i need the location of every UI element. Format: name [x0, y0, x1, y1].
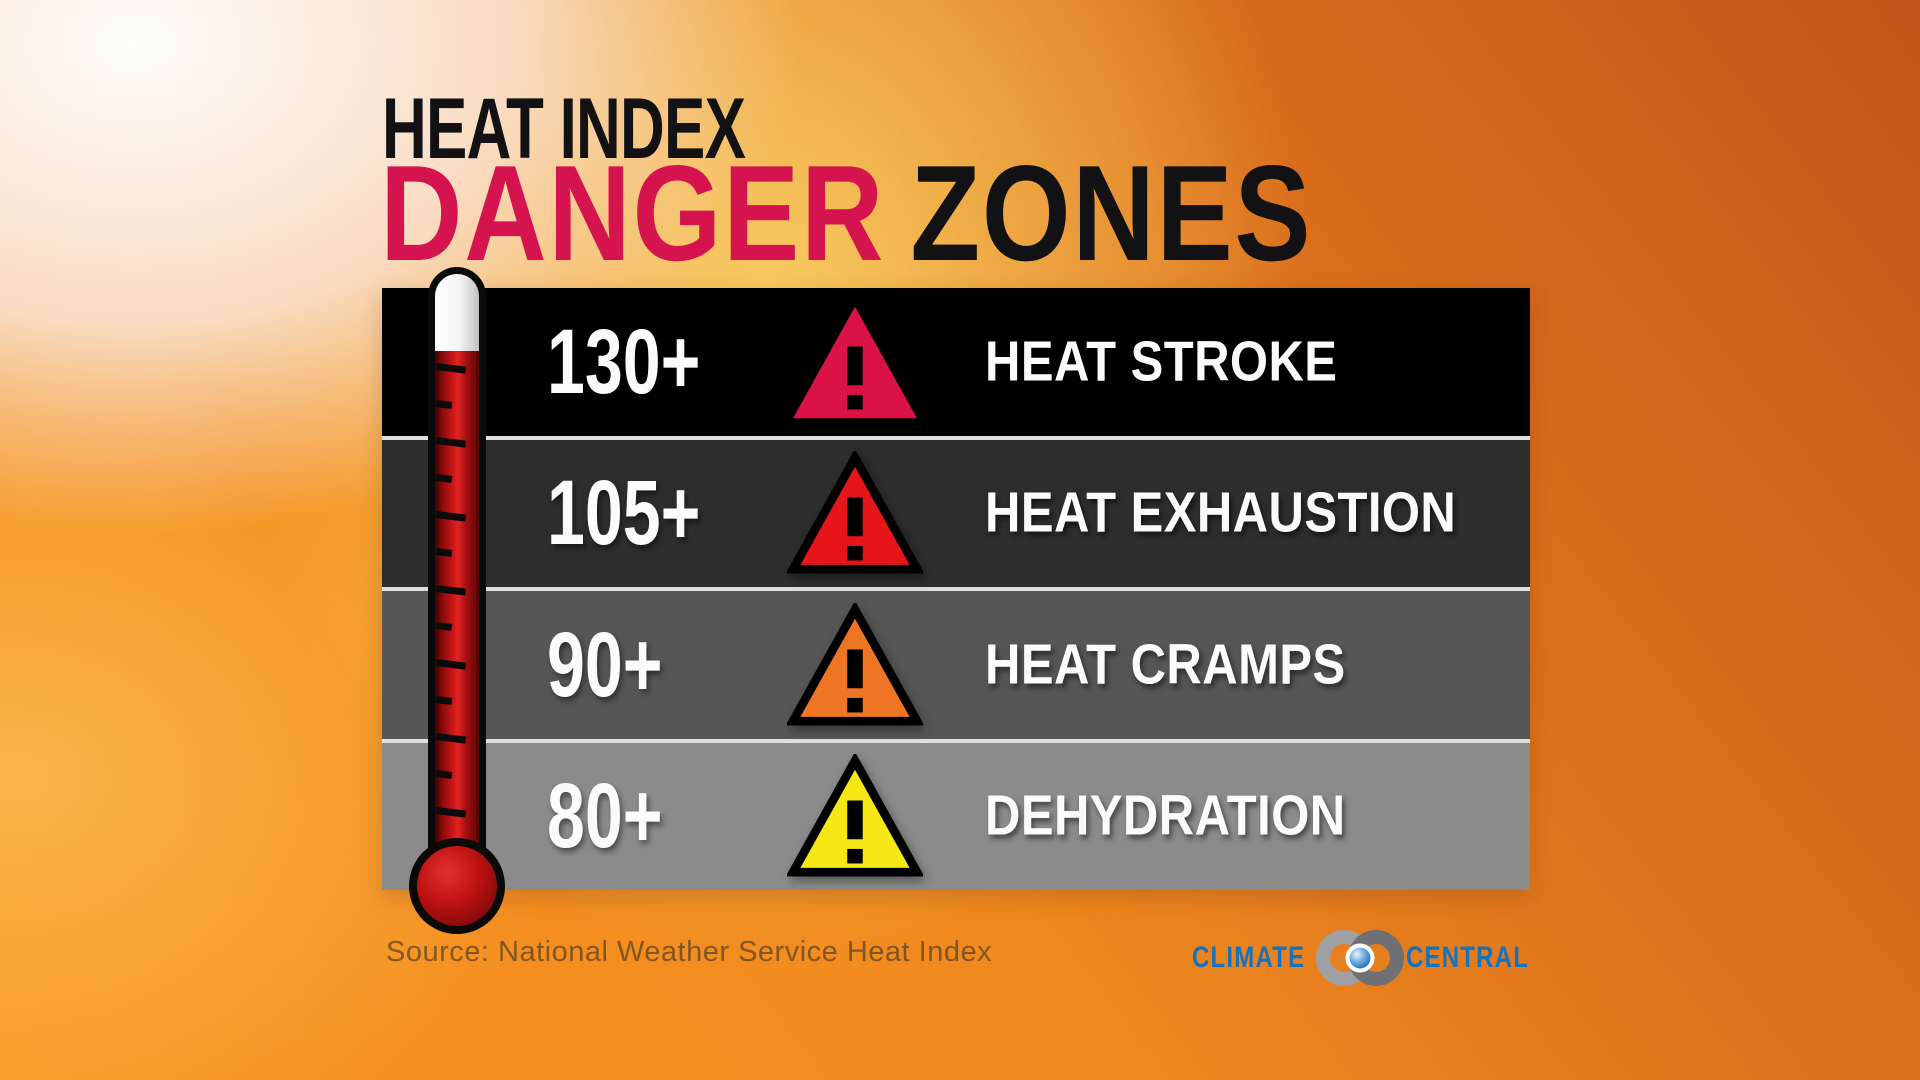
logo-word-climate: CLIMATE: [1192, 941, 1306, 974]
title-danger: DANGER: [380, 137, 886, 289]
zone-label: DEHYDRATION: [985, 783, 1346, 848]
zone-row-heat-exhaustion: 105+ HEAT EXHAUSTION: [382, 439, 1530, 587]
zone-label: HEAT STROKE: [985, 329, 1338, 394]
warning-triangle-icon: [787, 451, 923, 574]
title-zones: ZONES: [910, 137, 1313, 289]
thermometer-icon: [409, 267, 505, 934]
zone-label: HEAT CRAMPS: [985, 632, 1346, 697]
threshold-value: 130+: [547, 310, 701, 413]
logo-rings-icon: [1316, 930, 1404, 986]
warning-triangle-icon: [787, 602, 923, 726]
threshold-value: 105+: [547, 462, 701, 565]
zone-row-dehydration: 80+ DEHYDRATION: [382, 742, 1530, 890]
title-kicker-text: HEAT INDEX: [382, 81, 746, 177]
title-kicker: HEAT INDEX: [382, 86, 886, 172]
page-title: DANGER ZONES: [380, 145, 1490, 281]
logo-word-central: CENTRAL: [1406, 941, 1530, 974]
danger-zone-table: 130+ HEAT STROKE 105+ HEAT EXHAUSTION 90…: [382, 288, 1530, 890]
warning-triangle-icon: [787, 754, 923, 877]
source-attribution: Source: National Weather Service Heat In…: [386, 936, 993, 968]
threshold-value: 80+: [547, 765, 663, 868]
zone-row-heat-cramps: 90+ HEAT CRAMPS: [382, 591, 1530, 739]
zone-row-heat-stroke: 130+ HEAT STROKE: [382, 288, 1530, 436]
threshold-value: 90+: [547, 613, 663, 716]
warning-triangle-icon: [793, 306, 917, 418]
zone-label: HEAT EXHAUSTION: [985, 480, 1457, 545]
